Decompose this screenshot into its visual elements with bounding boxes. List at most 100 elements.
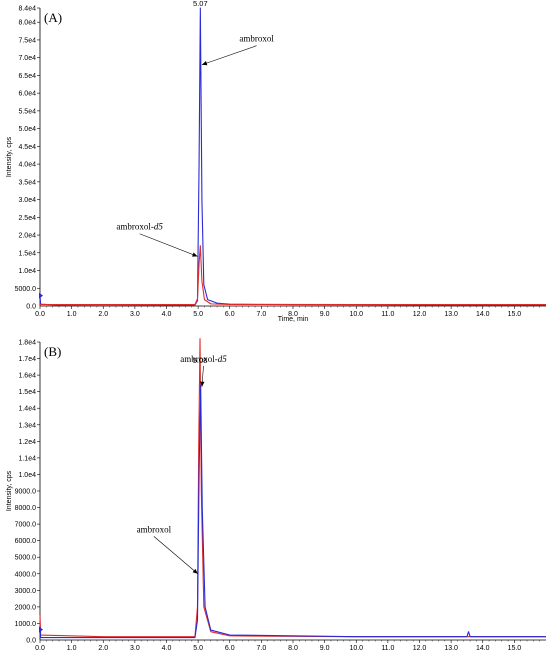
panel-b-x-tick-label: 5.0: [193, 645, 203, 652]
panel-a-y-tick-label: 3.5e4: [18, 179, 36, 186]
panel-b-x-tick-label: 10.0: [349, 645, 363, 652]
panel-a-panel-label: (A): [44, 10, 62, 25]
panel-a-y-tick-label: 7.5e4: [18, 37, 36, 44]
panel-b-y-tick-label: 3000.0: [15, 588, 37, 595]
panel-b-x-tick-label: 7.0: [257, 645, 267, 652]
panel-b-y-tick-label-zero: 0.0: [26, 638, 36, 645]
panel-b-annotation-1: ambroxol: [137, 524, 172, 534]
panel-b-x-tick-label: 15.0: [508, 645, 522, 652]
panel-a-trace-1: [40, 245, 546, 306]
chromatogram-panel-a: 0.0 1.0 2.0 3.0 4.0 5.0 6.0 7.0 8.0 9.0 10.0 11.0 12…: [6, 0, 546, 323]
panel-a-annotation-arrow-head-1: [192, 252, 198, 257]
panel-a-y-tick-label: 1.5e4: [18, 250, 36, 257]
panel-b-x-tick-label: 9.0: [320, 645, 330, 652]
panel-a-x-tick-label: 11.0: [381, 311, 394, 318]
panel-b-annotation-0: ambroxol-d5: [180, 354, 227, 364]
panel-b-y-tick-label: 5000.0: [15, 555, 37, 562]
panel-a-y-tick-label: 6.5e4: [18, 73, 36, 80]
panel-a-y-tick-label: 8.4e4: [18, 6, 36, 13]
panel-a-x-tick-label: 9.0: [320, 311, 330, 318]
panel-a-y-tick-label: 5000.0: [15, 286, 37, 293]
panel-a-x-tick-label: 10.0: [349, 311, 363, 318]
panel-a-peak-label: 5.07: [193, 0, 208, 8]
panel-a-x-tick-label: 4.0: [162, 311, 172, 318]
panel-b-start-marker: [39, 626, 43, 633]
panel-a-y-tick-label: 5.5e4: [18, 108, 36, 115]
panel-a-y-tick-label: 4.0e4: [18, 162, 36, 169]
panel-a-y-tick-label: 6.0e4: [18, 91, 36, 98]
panel-b-x-tick-label: 0.0: [35, 645, 45, 652]
panel-b-y-tick-label: 1.2e4: [18, 439, 36, 446]
panel-a-y-tick-label: 7.0e4: [18, 55, 36, 62]
annotation-text: ambroxol: [137, 524, 172, 534]
panel-a-start-marker: [39, 292, 43, 299]
panel-b-y-tick-label: 1.5e4: [18, 389, 36, 396]
panel-b-trace-0: [39, 338, 546, 638]
panel-b-x-tick-label: 13.0: [444, 645, 458, 652]
panel-a-x-tick-label: 3.0: [130, 311, 140, 318]
panel-b-x-tick-label: 1.0: [67, 645, 77, 652]
panel-a-y-tick-label: 3.0e4: [18, 197, 36, 204]
panel-b-y-tick-label: 4000.0: [15, 571, 37, 578]
annotation-text: ambroxol-: [180, 354, 218, 364]
panel-b-y-tick-label: 6000.0: [15, 538, 37, 545]
panel-b-panel-label: (B): [44, 344, 61, 359]
panel-b-y-axis-title: Intensity, cps: [6, 470, 13, 511]
panel-a-annotation-arrow-head-0: [201, 61, 208, 66]
panel-b-peak-label: 5.08: [193, 356, 208, 365]
annotation-subscript: d5: [218, 354, 228, 364]
panel-a-y-tick-label: 1.0e4: [18, 268, 36, 275]
panel-a-x-tick-label: 13.0: [444, 311, 458, 318]
panel-a-trace-0: [39, 7, 546, 306]
panel-b-x-tick-label: 3.0: [130, 645, 140, 652]
annotation-subscript: d5: [154, 222, 164, 232]
panel-b-y-tick-label: 1000.0: [15, 621, 37, 628]
panel-b-x-tick-label: 14.0: [476, 645, 490, 652]
panel-b-x-tick-label: 6.0: [225, 645, 235, 652]
panel-a-y-tick-label-zero: 0.0: [26, 304, 36, 311]
panel-b-x-tick-label: 8.0: [288, 645, 298, 652]
panel-a-annotation-arrow-line-1: [139, 233, 198, 257]
panel-a-y-tick-label: 2.5e4: [18, 215, 36, 222]
panel-a-y-tick-label: 5.0e4: [18, 126, 36, 133]
panel-b-trace-1: [39, 384, 546, 639]
panel-a-x-tick-label: 12.0: [413, 311, 427, 318]
panel-b-y-tick-label: 2000.0: [15, 604, 37, 611]
panel-b-x-tick-label: 2.0: [98, 645, 108, 652]
panel-b-y-tick-label: 1.6e4: [18, 373, 36, 380]
panel-a-x-tick-label: 6.0: [225, 311, 235, 318]
panel-b-y-tick-label: 1.3e4: [18, 422, 36, 429]
panel-a-x-tick-label: 14.0: [476, 311, 490, 318]
panel-b-y-tick-label: 1.4e4: [18, 406, 36, 413]
panel-a-annotation-0: ambroxol: [239, 34, 274, 44]
panel-a-y-tick-label: 8.0e4: [18, 20, 36, 27]
panel-a-y-axis-title: Intensity, cps: [6, 136, 13, 177]
panel-a-x-tick-label: 5.0: [193, 311, 203, 318]
annotation-text: ambroxol-: [116, 222, 154, 232]
annotation-text: ambroxol: [239, 34, 274, 44]
panel-a-x-tick-label: 1.0: [67, 311, 77, 318]
chromatogram-panel-b: 0.0 1.0 2.0 3.0 4.0 5.0 6.0 7.0 8.0 9.0 10.0 11.0 12…: [6, 338, 546, 652]
panel-a-x-tick-label: 7.0: [257, 311, 267, 318]
panel-b-y-tick-label: 1.1e4: [18, 455, 36, 462]
panel-a-x-tick-label: 8.0: [288, 311, 298, 318]
panel-b-y-tick-label: 9000.0: [15, 489, 37, 496]
panel-a-x-tick-label: 2.0: [98, 311, 108, 318]
panel-b-y-tick-label: 1.7e4: [18, 356, 36, 363]
panel-b-y-tick-label: 1.8e4: [18, 340, 36, 347]
panel-a-annotation-1: ambroxol-d5: [116, 222, 163, 232]
panel-b-y-tick-label: 1.0e4: [18, 472, 36, 479]
panel-b-annotation-arrow-line-1: [153, 536, 199, 575]
panel-b-x-tick-label: 4.0: [162, 645, 172, 652]
panel-b-x-tick-label: 11.0: [381, 645, 394, 652]
panel-b-y-tick-label: 8000.0: [15, 505, 37, 512]
panel-a-x-tick-label: 0.0: [35, 311, 45, 318]
panel-a-annotation-arrow-line-0: [201, 45, 257, 66]
panel-b-annotation-arrow-head-1: [192, 568, 198, 574]
panel-a-y-tick-label: 4.5e4: [18, 144, 36, 151]
panel-a-x-axis-title: Time, min: [278, 316, 309, 323]
panel-b-x-tick-label: 12.0: [413, 645, 427, 652]
panel-a-y-tick-label: 2.0e4: [18, 233, 36, 240]
panel-b-y-tick-label: 7000.0: [15, 522, 37, 529]
